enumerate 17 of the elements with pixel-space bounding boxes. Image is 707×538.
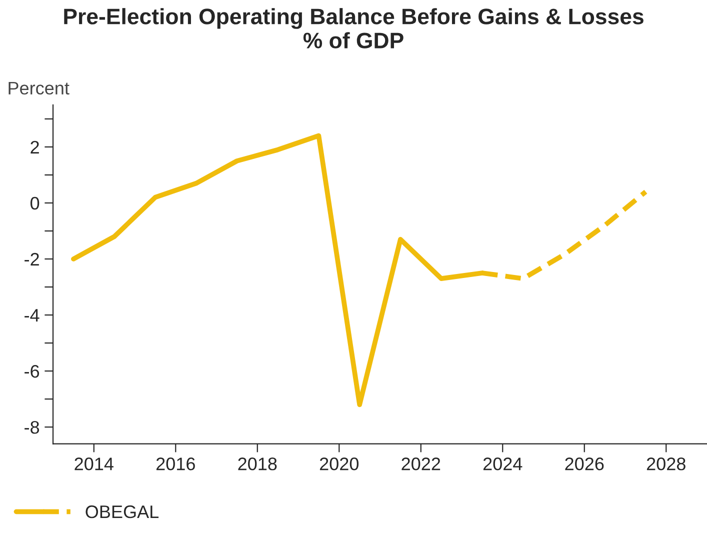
x-tick-label: 2024 — [483, 458, 522, 470]
y-tick-label: 2 — [30, 140, 39, 154]
x-tick-label: 2022 — [402, 458, 440, 470]
legend-label: OBEGAL — [86, 505, 159, 518]
x-tick-label: 2018 — [238, 458, 277, 470]
x-tick-label: 2028 — [646, 458, 686, 470]
x-tick-label: 2020 — [320, 458, 359, 470]
y-tick-label: -6 — [24, 364, 40, 378]
y-axis-title: Percent — [8, 82, 70, 95]
x-tick-label: 2016 — [156, 458, 195, 470]
x-tick-label: 2026 — [565, 458, 604, 470]
y-tick-label: -8 — [24, 420, 40, 434]
y-tick-label: -4 — [24, 309, 40, 322]
y-tick-label: -2 — [24, 252, 39, 266]
chart-title: Pre-Election Operating Balance Before Gains & Losses % of GDP — [64, 8, 644, 48]
x-tick-label: 2014 — [74, 458, 114, 470]
y-tick-label: 0 — [30, 196, 40, 210]
